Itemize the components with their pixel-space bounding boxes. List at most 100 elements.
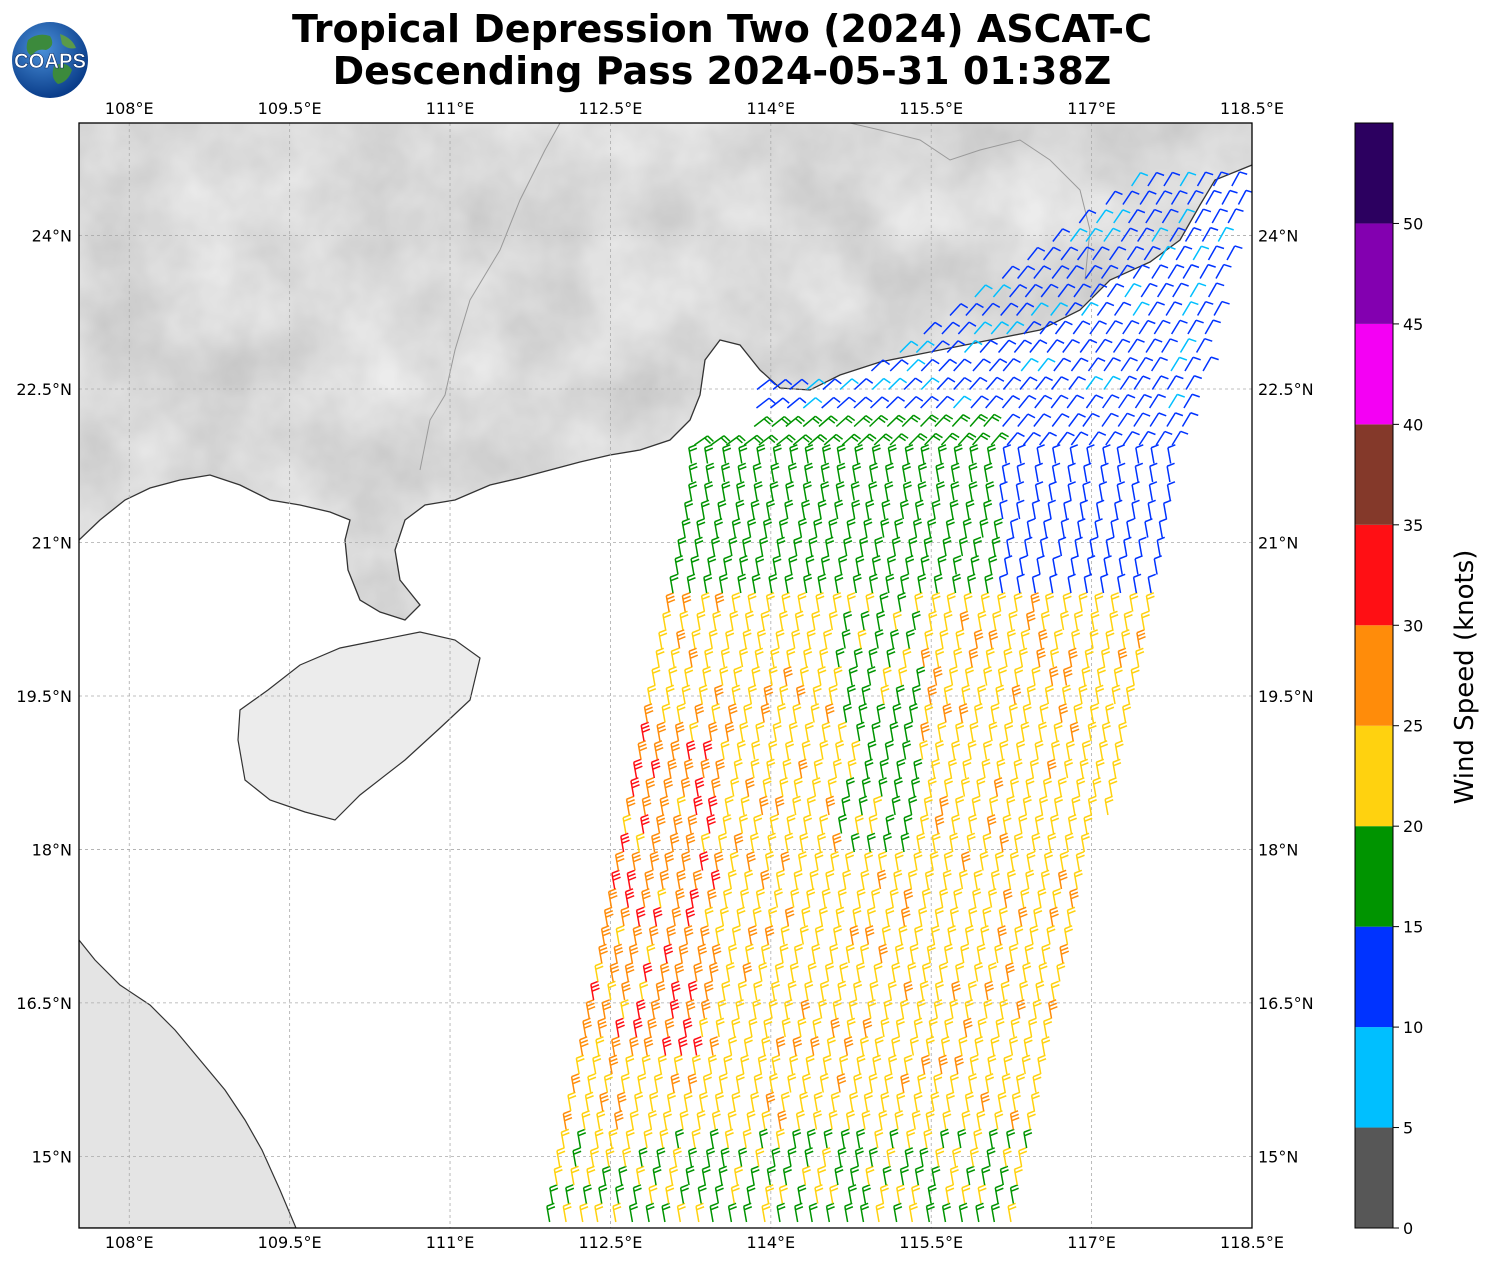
wind-barb	[738, 444, 748, 464]
wind-barb	[821, 721, 831, 742]
lon-tick-label-bottom: 112.5°E	[578, 1233, 642, 1252]
wind-barb	[645, 777, 656, 797]
wind-barb	[884, 740, 894, 760]
wind-barb	[1038, 962, 1048, 982]
wind-barb	[1003, 647, 1013, 668]
wind-barb	[997, 925, 1007, 945]
wind-barb	[1052, 888, 1062, 908]
wind-barb	[1034, 481, 1044, 501]
wind-barb	[1149, 462, 1158, 483]
wind-barb	[699, 1017, 709, 1038]
wind-barb	[908, 432, 928, 446]
wind-barb	[951, 414, 971, 428]
wind-barb	[676, 1202, 686, 1223]
wind-barb	[846, 592, 856, 612]
wind-barb	[792, 1036, 803, 1056]
wind-barb	[641, 795, 652, 816]
wind-barb	[1019, 376, 1038, 390]
wind-barb	[1011, 1091, 1021, 1112]
wind-barb	[853, 415, 873, 428]
wind-barb	[1204, 319, 1222, 335]
wind-barb	[1083, 462, 1092, 483]
wind-barb	[731, 1017, 741, 1038]
wind-barb	[785, 481, 795, 501]
wind-barb	[881, 499, 891, 520]
wind-barb	[823, 629, 833, 649]
wind-barb	[983, 999, 993, 1019]
wind-barb	[756, 379, 777, 391]
wind-barb	[861, 1184, 871, 1204]
wind-barb	[719, 666, 729, 686]
wind-barb	[962, 758, 972, 779]
wind-barb	[861, 777, 871, 797]
wind-barb	[798, 758, 808, 779]
wind-barb	[886, 647, 896, 668]
lat-tick-label-right: 21°N	[1258, 533, 1298, 552]
wind-barb	[584, 1091, 594, 1112]
wind-barb	[849, 1165, 859, 1186]
wind-barb	[1059, 943, 1070, 964]
wind-barb	[1067, 481, 1076, 501]
wind-barb	[666, 925, 676, 945]
wind-barb	[681, 518, 691, 538]
wind-barb	[676, 703, 686, 723]
wind-barb	[969, 1054, 979, 1075]
wind-barb	[998, 906, 1008, 927]
wind-barb	[976, 777, 986, 797]
wind-barb	[700, 832, 710, 853]
wind-barb	[736, 481, 746, 501]
wind-barb	[722, 814, 732, 834]
colorbar-tick-label: 25	[1403, 717, 1423, 736]
wind-barb	[701, 1165, 711, 1186]
wind-barb	[1118, 721, 1128, 742]
wind-barb	[687, 1073, 698, 1093]
wind-barb	[977, 1184, 987, 1204]
wind-barb	[1017, 265, 1036, 279]
wind-barb	[1059, 851, 1069, 871]
wind-barb	[681, 592, 692, 612]
wind-barb	[979, 851, 989, 871]
wind-barb	[640, 721, 651, 742]
wind-barb	[923, 795, 933, 816]
wind-barb	[702, 1073, 712, 1093]
wind-barb	[845, 943, 855, 964]
wind-barb	[751, 666, 761, 686]
wind-barb	[822, 1054, 832, 1075]
wind-barb	[1149, 412, 1167, 427]
wind-barb	[913, 758, 923, 779]
wind-barb	[986, 444, 996, 464]
wind-barb	[597, 1017, 607, 1038]
wind-barb	[757, 1054, 767, 1075]
wind-barb	[589, 1147, 599, 1167]
wind-barb	[870, 359, 891, 372]
wind-barb	[590, 980, 600, 1001]
wind-barb	[851, 499, 861, 520]
wind-barb	[696, 1110, 706, 1130]
wind-barb	[853, 647, 863, 668]
wind-barb	[917, 462, 927, 483]
wind-barb	[943, 684, 953, 705]
wind-barb	[674, 1128, 684, 1149]
wind-barb	[807, 962, 817, 982]
wind-barb	[958, 1202, 968, 1223]
wind-barb	[785, 740, 795, 760]
wind-barb	[676, 629, 686, 649]
wind-barb	[628, 1202, 638, 1223]
wind-barb	[1202, 356, 1219, 372]
wind-barb	[1096, 666, 1106, 686]
wind-barb	[968, 906, 978, 927]
wind-barb	[988, 555, 998, 575]
wind-barb	[740, 888, 750, 908]
wind-barb	[768, 666, 778, 686]
wind-barb	[1101, 647, 1111, 668]
wind-barb	[825, 869, 835, 890]
wind-barb	[1092, 246, 1110, 261]
wind-barb	[616, 1091, 627, 1112]
wind-barb	[819, 1073, 829, 1093]
wind-barb	[827, 777, 837, 797]
wind-barb	[1016, 462, 1026, 483]
wind-barb	[979, 518, 989, 538]
wind-barb	[952, 573, 962, 594]
wind-barb	[768, 740, 778, 760]
wind-barb	[780, 851, 791, 871]
